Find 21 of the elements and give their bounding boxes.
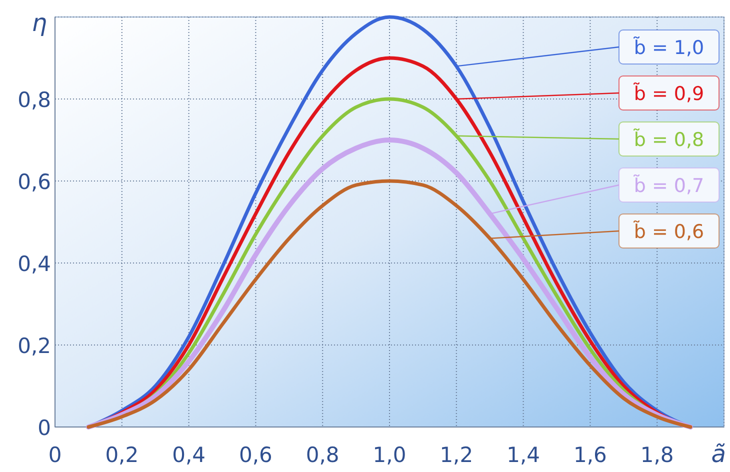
x-tick-label: 1,6 bbox=[573, 443, 607, 467]
x-tick-label: 0,2 bbox=[105, 443, 139, 467]
y-tick-label: 0,8 bbox=[18, 88, 51, 112]
x-tick-label: 0,6 bbox=[238, 443, 272, 467]
y-tick-label: 0,2 bbox=[18, 334, 51, 358]
x-tick-label: 1,0 bbox=[372, 443, 406, 467]
text: b̃ = 0,9 bbox=[633, 82, 704, 105]
x-axis-title: ã bbox=[711, 440, 726, 468]
y-axis-title: η bbox=[32, 9, 47, 37]
x-tick-label: 1,4 bbox=[506, 443, 540, 467]
text: b̃ = 0,6 bbox=[633, 220, 704, 243]
x-tick-label: 0,8 bbox=[306, 443, 340, 467]
x-tick-label: 0,4 bbox=[172, 443, 206, 467]
text: b̃ = 0,8 bbox=[633, 128, 704, 151]
y-tick-label: 0 bbox=[38, 416, 51, 440]
text: b̃ = 0,7 bbox=[633, 174, 704, 197]
x-tick-label: 1,8 bbox=[640, 443, 674, 467]
y-tick-label: 0,6 bbox=[18, 170, 51, 194]
text: b̃ = 1,0 bbox=[633, 36, 704, 59]
y-tick-label: 0,4 bbox=[18, 252, 51, 276]
x-tick-label: 1,2 bbox=[440, 443, 474, 467]
